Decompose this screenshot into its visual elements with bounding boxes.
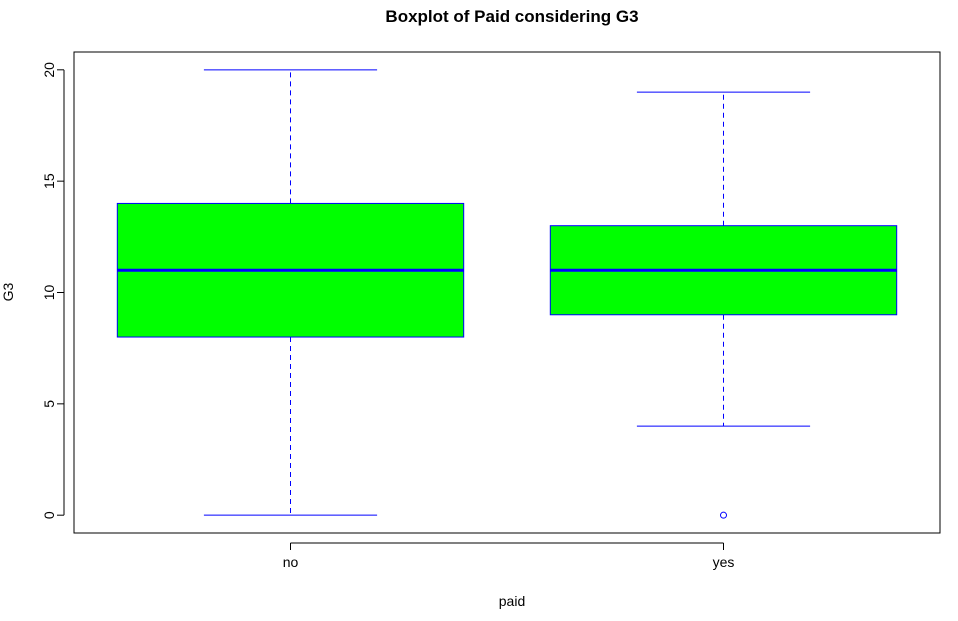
y-axis-label: G3	[0, 282, 16, 301]
x-tick-label: yes	[713, 554, 735, 570]
x-axis: no yes	[283, 542, 735, 570]
y-tick-label: 10	[41, 285, 57, 301]
y-tick-label: 20	[41, 62, 57, 78]
plot-frame	[73, 51, 941, 534]
y-axis: 0 5 10 15 20	[41, 62, 65, 519]
y-tick-label: 15	[41, 173, 57, 189]
y-tick-label: 5	[41, 400, 57, 408]
outlier-point	[720, 511, 727, 519]
y-tick-label: 0	[41, 511, 57, 519]
x-axis-label: paid	[499, 593, 525, 609]
x-tick-label: no	[283, 554, 299, 570]
box-yes	[549, 91, 898, 519]
chart-title: Boxplot of Paid considering G3	[385, 7, 638, 26]
box-no	[116, 69, 465, 516]
boxes-group	[116, 69, 898, 519]
